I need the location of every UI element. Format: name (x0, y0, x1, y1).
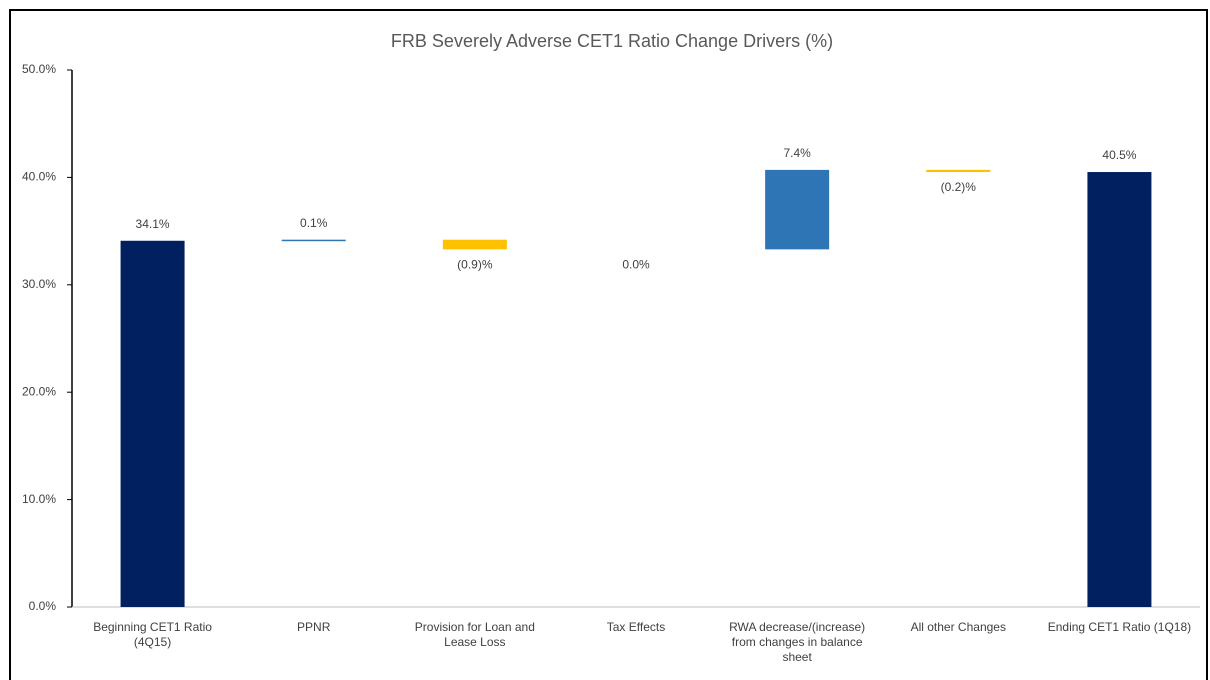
bar (120, 240, 185, 608)
value-label: (0.2)% (941, 180, 977, 194)
y-tick-label: 20.0% (22, 384, 56, 398)
x-tick-label: PPNR (297, 620, 331, 634)
bar (765, 169, 830, 250)
bar (281, 239, 346, 242)
value-label: (0.9)% (457, 258, 493, 272)
x-tick-label: Provision for Loan and Lease Loss (414, 620, 535, 649)
bar (442, 239, 507, 250)
x-tick-label: Beginning CET1 Ratio (4Q15) (93, 620, 212, 649)
value-label: 7.4% (783, 146, 811, 160)
chart-border (9, 9, 1208, 680)
chart-title: FRB Severely Adverse CET1 Ratio Change D… (391, 31, 833, 51)
bar (926, 169, 991, 173)
x-tick-label: Ending CET1 Ratio (1Q18) (1047, 620, 1192, 634)
y-tick-label: 50.0% (22, 62, 56, 76)
value-label: 34.1% (136, 217, 170, 231)
y-tick-label: 0.0% (29, 599, 57, 613)
x-tick-label: Tax Effects (606, 620, 666, 634)
x-tick-label: RWA decrease/(increase) from changes in … (729, 620, 866, 664)
y-tick-label: 10.0% (22, 492, 56, 506)
value-label: 0.0% (622, 258, 650, 272)
x-tick-label: All other Changes (910, 620, 1006, 634)
value-label: 40.5% (1102, 148, 1136, 162)
y-tick-label: 30.0% (22, 277, 56, 291)
y-tick-label: 40.0% (22, 170, 56, 184)
value-label: 0.1% (300, 216, 328, 230)
bar (1087, 172, 1152, 607)
